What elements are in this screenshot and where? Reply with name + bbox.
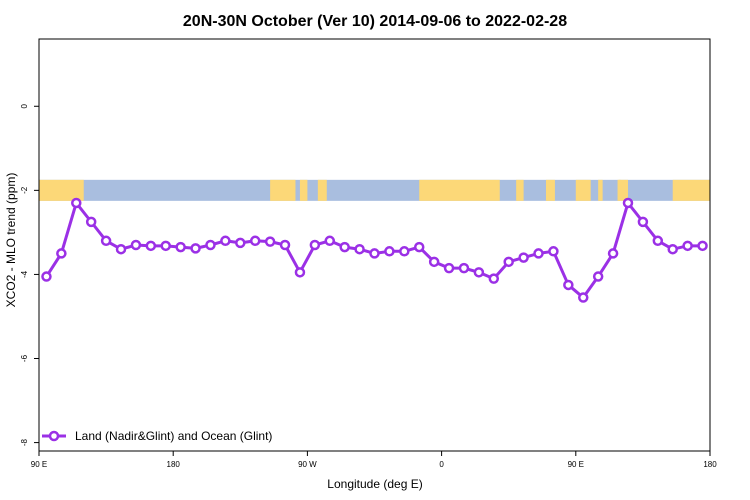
data-point-30 [488,273,500,284]
data-point-2 [71,197,82,209]
legend: Land (Nadir&Glint) and Ocean (Glint) [42,429,272,443]
data-point-7 [145,240,157,252]
x-axis-label: Longitude (deg E) [327,477,422,491]
map-strip [39,179,710,201]
data-point-4 [100,235,112,247]
x-tick-label-4: 90 E [568,460,584,469]
data-point-24 [399,246,410,257]
data-point-16 [279,239,291,251]
data-point-14 [249,235,261,247]
data-point-20 [339,241,350,253]
map-land-11 [672,179,710,201]
data-point-21 [354,243,365,255]
map-land-8 [598,179,603,201]
plot-frame [38,38,711,452]
data-point-9 [175,241,186,253]
data-point-26 [428,256,440,268]
y-tick-label-4: -8 [20,438,29,446]
data-point-3 [85,216,97,228]
data-point-0 [41,271,52,282]
legend-marker-swatch [48,430,60,442]
data-point-19 [324,235,336,247]
data-point-37 [592,271,604,282]
data-point-29 [473,267,485,278]
data-point-12 [220,235,231,247]
map-land-7 [575,179,591,201]
data-point-5 [115,243,127,255]
x-tick-label-1: 180 [167,460,181,469]
data-point-1 [56,248,67,259]
data-point-6 [130,239,142,251]
map-land-4 [419,179,500,201]
y-tick-label-2: -4 [20,270,29,278]
y-tick-label-0: 0 [20,103,29,108]
data-point-17 [294,267,306,278]
data-point-32 [518,252,529,263]
y-tick-label-1: -2 [20,186,29,194]
data-point-27 [443,262,455,274]
data-point-18 [309,239,321,251]
data-point-41 [652,235,664,247]
data-point-33 [533,248,544,259]
data-point-25 [413,241,425,253]
x-tick-label-0: 90 E [31,460,47,469]
data-point-35 [563,279,574,291]
map-land-1 [270,179,296,201]
data-point-13 [235,237,246,249]
data-point-31 [503,256,514,268]
y-axis-label: XCO2 - MLO trend (ppm) [4,173,18,308]
map-land-2 [299,179,308,201]
data-point-39 [622,197,634,209]
chart-title: 20N-30N October (Ver 10) 2014-09-06 to 2… [183,13,567,30]
data-point-36 [578,292,589,303]
data-point-11 [205,239,216,251]
data-point-8 [160,240,171,252]
map-land-5 [516,179,524,201]
data-point-34 [548,246,559,257]
data-point-28 [458,262,470,274]
x-tick-label-3: 0 [439,460,444,469]
data-point-10 [190,243,201,254]
data-point-23 [384,246,395,257]
map-land-0 [39,179,84,201]
map-ocean [39,179,710,201]
series-layer [41,197,708,303]
map-land-10 [619,179,628,201]
data-point-42 [667,243,678,255]
y-tick-label-3: -6 [20,354,29,362]
data-point-15 [264,236,276,247]
x-tick-label-5: 180 [703,460,717,469]
data-point-22 [369,248,380,259]
legend-label-series-1: Land (Nadir&Glint) and Ocean (Glint) [75,429,272,443]
data-point-44 [697,240,708,252]
data-point-43 [682,240,693,252]
map-land-6 [545,179,555,201]
map-land-3 [317,179,327,201]
x-axis: 90 E 180 90 W 0 90 E 180 [31,451,717,469]
y-axis: 0 -2 -4 -6 -8 [20,103,39,446]
data-point-38 [607,248,619,259]
x-tick-label-2: 90 W [298,460,317,469]
data-point-40 [637,216,649,228]
